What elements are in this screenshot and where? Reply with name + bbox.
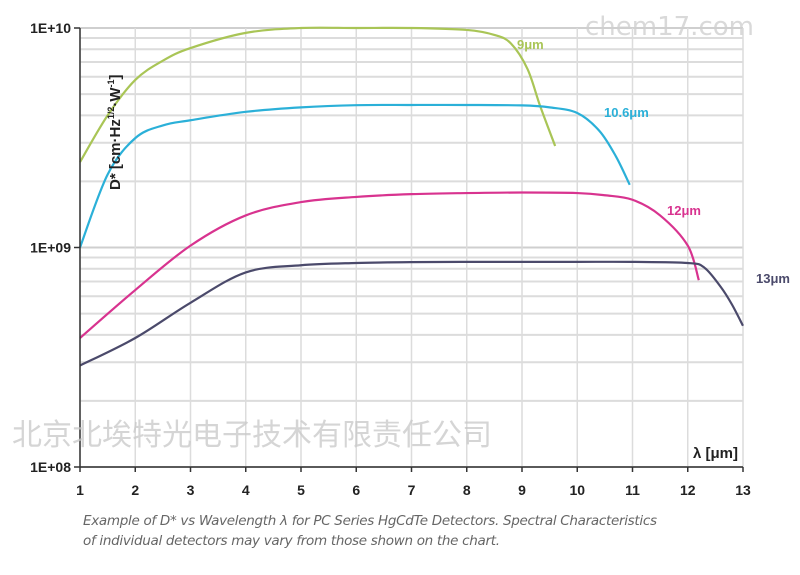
x-tick-label: 8 [463,482,471,498]
x-tick-label: 9 [518,482,526,498]
watermark-top: chem17.com [585,12,754,42]
x-tick-label: 7 [408,482,416,498]
x-tick-label: 1 [76,482,84,498]
y-axis-label: D* [cm·Hz1/2·W-1] [106,74,124,190]
x-tick-label: 3 [187,482,195,498]
x-tick-label: 2 [131,482,139,498]
series-label: 12μm [667,203,701,218]
y-tick-label: 1E+10 [30,20,71,36]
chart-caption: Example of D* vs Wavelength λ for PC Ser… [83,511,783,551]
series-lines [78,26,744,367]
series-label: 10.6μm [604,105,649,120]
y-tick-label: 1E+09 [30,240,71,256]
x-tick-label: 13 [735,482,751,498]
x-axis-label: λ [μm] [693,445,738,462]
x-tick-label: 11 [625,482,640,498]
x-tick-label: 4 [242,482,250,498]
watermark-middle: 北京北埃特光电子技术有限责任公司 [12,418,492,453]
caption-line-1: Example of D* vs Wavelength λ for PC Ser… [83,513,657,529]
y-tick-label: 1E+08 [30,459,71,475]
series-label: 9μm [517,37,544,52]
x-tick-label: 5 [297,482,305,498]
x-tick-label: 12 [680,482,696,498]
caption-line-2: of individual detectors may vary from th… [83,533,500,549]
series-line-13um [79,260,744,367]
series-line-9um [79,26,557,163]
x-tick-label: 6 [352,482,360,498]
series-labels: 9μm 10.6μm 12μm 13μm [517,37,790,286]
grid [79,27,744,468]
series-line-12um [79,191,700,339]
x-tick-label: 10 [569,482,585,498]
series-line-10.6um [78,103,631,248]
series-label: 13μm [756,271,790,286]
